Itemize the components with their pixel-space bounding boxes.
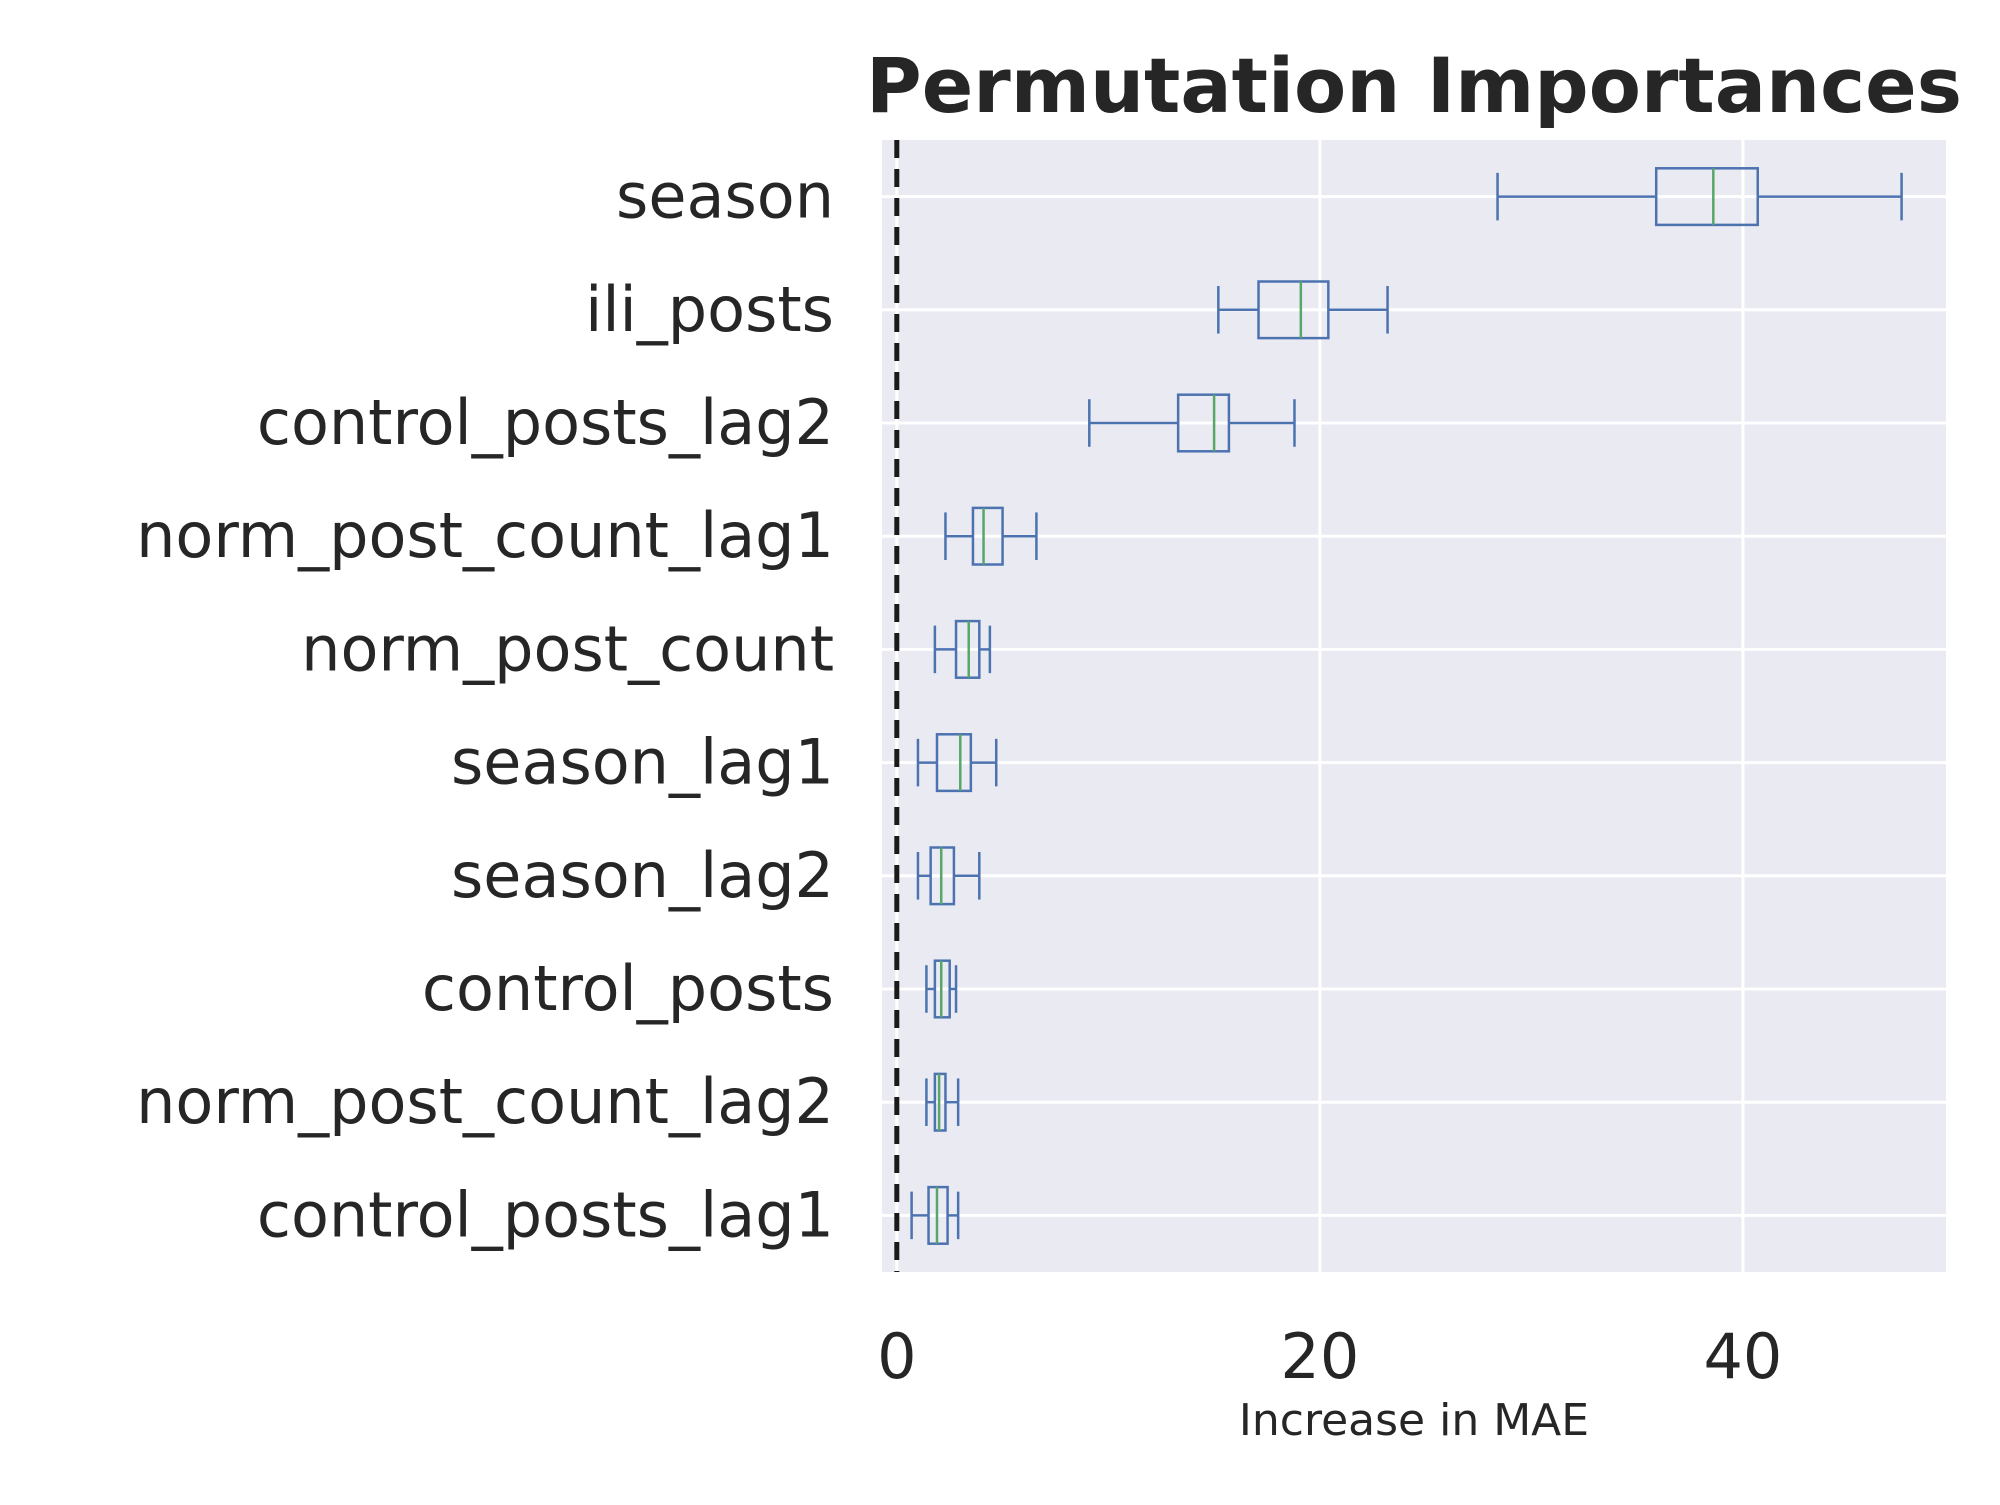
plot-background xyxy=(882,140,1946,1272)
box-ili_posts xyxy=(1217,280,1389,340)
y-tick-label: control_posts_lag1 xyxy=(257,1178,834,1251)
box-norm_post_count_lag1 xyxy=(944,506,1038,566)
y-tick-label: norm_post_count_lag1 xyxy=(136,499,834,572)
y-tick-label: season_lag1 xyxy=(451,726,834,799)
iqr-box xyxy=(1257,280,1330,340)
x-tick-labels: 0 20 40 xyxy=(877,1320,1782,1393)
box-control_posts xyxy=(925,959,958,1019)
x-tick-label: 0 xyxy=(877,1320,916,1393)
iqr-box xyxy=(971,506,1004,566)
grid-lines xyxy=(882,140,1946,1272)
box-control_posts_lag2 xyxy=(1088,393,1296,453)
iqr-box xyxy=(1654,167,1759,227)
boxes-group xyxy=(910,167,1903,1245)
box-season_lag2 xyxy=(916,846,981,906)
y-tick-label: norm_post_count xyxy=(301,612,834,685)
box-norm_post_count xyxy=(933,619,992,679)
x-tick-label: 40 xyxy=(1703,1320,1782,1393)
x-tick-label: 20 xyxy=(1280,1320,1359,1393)
iqr-box xyxy=(935,733,973,793)
y-tick-label: control_posts_lag2 xyxy=(257,386,834,459)
y-tick-label: ili_posts xyxy=(585,273,834,346)
y-tick-label: control_posts xyxy=(422,952,834,1025)
box-season xyxy=(1496,167,1903,227)
y-tick-label: norm_post_count_lag2 xyxy=(136,1065,834,1138)
box-season_lag1 xyxy=(916,733,998,793)
y-tick-labels: season ili_posts control_posts_lag2 norm_po… xyxy=(136,160,834,1252)
box-norm_post_count_lag2 xyxy=(925,1072,960,1132)
iqr-box xyxy=(1176,393,1231,453)
x-axis-label: Increase in MAE xyxy=(1239,1395,1589,1446)
y-tick-label: season xyxy=(616,160,834,233)
chart-title: Permutation Importances xyxy=(866,41,1962,130)
y-tick-label: season_lag2 xyxy=(451,839,834,912)
box-control_posts_lag1 xyxy=(910,1185,960,1245)
